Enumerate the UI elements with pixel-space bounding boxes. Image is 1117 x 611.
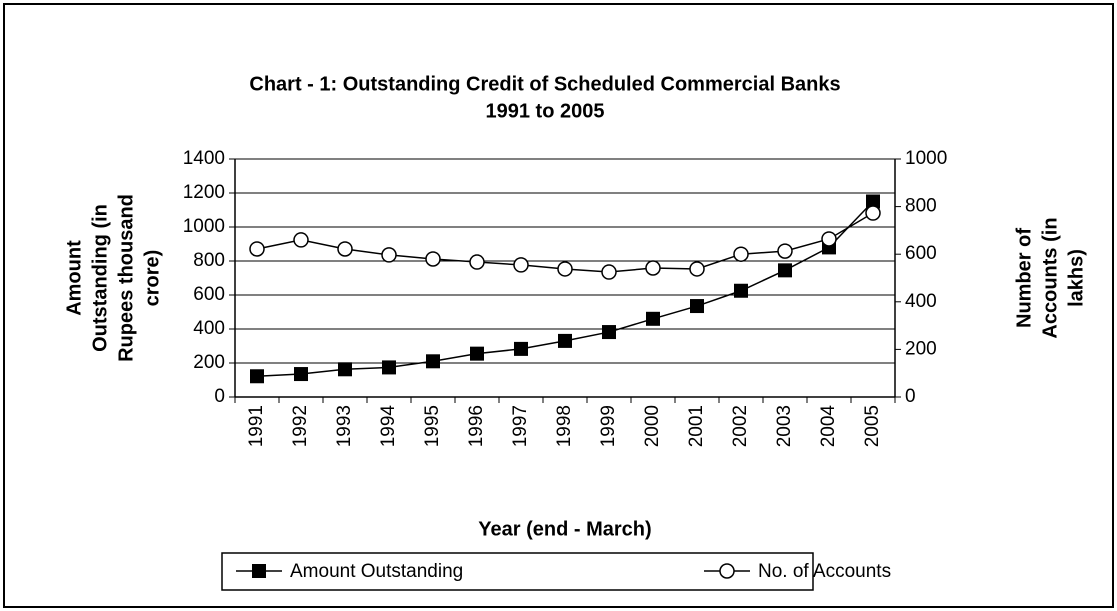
x-tick-label: 2005	[862, 405, 883, 447]
y2-tick-label: 400	[905, 291, 937, 312]
y-tick-label: 0	[214, 386, 225, 407]
x-tick-label: 2002	[730, 405, 751, 447]
legend-marker	[252, 564, 266, 578]
data-point	[777, 243, 793, 259]
x-tick-label: 1994	[378, 405, 399, 448]
y2-axis-title: Number of	[1013, 228, 1035, 328]
data-point	[646, 311, 660, 326]
data-point	[294, 367, 308, 382]
data-point	[558, 333, 572, 348]
x-tick-label: 1996	[466, 405, 487, 447]
data-point	[601, 264, 617, 280]
x-tick-label: 1993	[334, 405, 355, 447]
y-axis-title: Outstanding (in	[89, 204, 111, 352]
chart-title: 1991 to 2005	[486, 100, 605, 122]
y2-tick-label: 1000	[905, 148, 947, 169]
y-axis-title: Rupees thousand	[115, 194, 137, 362]
data-point	[470, 346, 484, 361]
x-tick-label: 2000	[642, 405, 663, 447]
y-tick-label: 600	[193, 284, 225, 305]
data-point	[337, 241, 353, 257]
y2-tick-label: 0	[905, 386, 916, 407]
x-tick-label: 1991	[246, 405, 267, 447]
x-tick-label: 2004	[818, 405, 839, 448]
y-tick-label: 1400	[183, 148, 225, 169]
x-tick-label: 1995	[422, 405, 443, 447]
y2-axis-title: Accounts (in	[1039, 217, 1061, 338]
data-point	[382, 360, 396, 375]
x-tick-label: 1999	[598, 405, 619, 447]
data-point	[425, 251, 441, 267]
chart-title: Chart - 1: Outstanding Credit of Schedul…	[249, 73, 840, 95]
y-tick-label: 200	[193, 352, 225, 373]
x-axis-title: Year (end - March)	[478, 518, 651, 540]
chart-border	[3, 3, 1114, 608]
y-axis-title: crore)	[141, 250, 163, 307]
data-point	[821, 231, 837, 247]
legend-label: Amount Outstanding	[290, 561, 463, 582]
data-point	[645, 260, 661, 276]
data-point	[733, 246, 749, 262]
data-point	[689, 261, 705, 277]
data-point	[778, 263, 792, 278]
data-point	[250, 369, 264, 384]
y-tick-label: 1200	[183, 182, 225, 203]
y-tick-label: 800	[193, 250, 225, 271]
y2-tick-label: 600	[905, 243, 937, 264]
x-tick-label: 2001	[686, 405, 707, 447]
y2-tick-label: 800	[905, 196, 937, 217]
data-point	[557, 261, 573, 277]
data-point	[249, 241, 265, 257]
data-point	[514, 341, 528, 356]
legend-marker	[719, 563, 735, 579]
y2-axis-title: lakhs)	[1065, 249, 1087, 307]
data-point	[865, 205, 881, 221]
data-point	[469, 254, 485, 270]
data-point	[426, 354, 440, 369]
y-tick-label: 400	[193, 318, 225, 339]
data-point	[513, 257, 529, 273]
data-point	[293, 232, 309, 248]
y-tick-label: 1000	[183, 216, 225, 237]
y-axis-title: Amount	[63, 240, 85, 316]
data-point	[381, 247, 397, 263]
x-tick-label: 1992	[290, 405, 311, 447]
data-point	[734, 283, 748, 298]
x-tick-label: 1997	[510, 405, 531, 447]
data-point	[866, 194, 880, 209]
legend-label: No. of Accounts	[758, 561, 891, 582]
data-point	[690, 299, 704, 314]
data-point	[602, 325, 616, 340]
x-tick-label: 1998	[554, 405, 575, 447]
x-tick-label: 2003	[774, 405, 795, 447]
data-point	[338, 362, 352, 377]
y2-tick-label: 200	[905, 338, 937, 359]
